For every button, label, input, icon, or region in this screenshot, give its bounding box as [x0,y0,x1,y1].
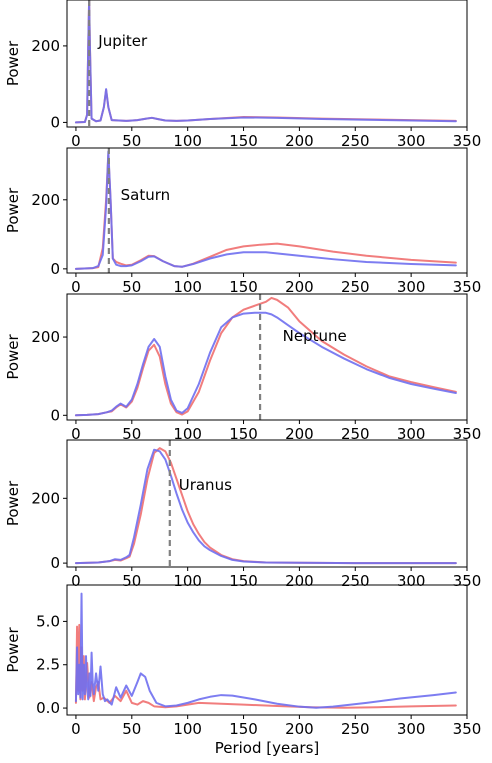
series-red-line [74,0,457,124]
x-tick-label: 200 [285,132,314,150]
series-blue-line [74,311,457,417]
panel-1: 0 50 100 150 200 250 300 350 0 200 Power Jupiter [4,0,481,150]
x-tick-label: 150 [229,278,258,296]
planet-annotation: Saturn [121,186,171,204]
series-blue-line [74,592,457,709]
y-axis-label: Power [4,187,22,233]
x-tick-label: 350 [453,278,482,296]
x-tick-label: 150 [229,425,258,443]
x-tick-label: 0 [71,425,81,443]
series-group [74,592,457,709]
x-tick-label: 200 [285,572,314,590]
planet-annotation: Neptune [283,327,347,345]
series-blue-line [74,0,457,124]
x-tick-label: 100 [173,572,202,590]
x-tick-label: 250 [341,278,370,296]
x-tick-label: 50 [122,720,141,738]
x-tick-label: 200 [285,425,314,443]
series-red-line [74,447,457,565]
axes-frame [66,439,468,568]
axes-frame [66,293,468,421]
x-tick-label: 100 [173,132,202,150]
panels: 0 50 100 150 200 250 300 350 0 200 Power Jupiter 0 50… [4,0,481,757]
series-blue-line [74,448,457,565]
y-tick-label: 200 [31,328,60,346]
y-axis-label: Power [4,40,22,86]
planet-annotation: Jupiter [97,32,148,50]
x-tick-label: 300 [397,425,426,443]
x-tick-label: 250 [341,132,370,150]
y-tick-label: 2.5 [36,656,60,674]
x-tick-label: 50 [122,572,141,590]
x-axis-label: Period [years] [215,739,320,757]
x-tick-label: 100 [173,278,202,296]
axes-frame [66,0,468,128]
x-tick-label: 0 [71,720,81,738]
x-tick-label: 200 [285,278,314,296]
x-tick-label: 150 [229,132,258,150]
y-tick-label: 0 [50,260,60,278]
x-tick-label: 350 [453,720,482,738]
x-tick-label: 250 [341,720,370,738]
panel-5: 0 50 100 150 200 250 300 350 0.0 2.5 5.0 Power Perio… [4,584,482,757]
x-tick-label: 250 [341,572,370,590]
panel-2: 0 50 100 150 200 250 300 350 0 200 Power Saturn [4,147,482,296]
y-axis-label: Power [4,480,22,526]
y-tick-label: 5.0 [36,612,60,630]
x-tick-label: 50 [122,425,141,443]
x-tick-label: 0 [71,572,81,590]
y-tick-label: 200 [31,37,60,55]
series-blue-line [74,150,457,270]
series-group [74,148,457,273]
panel-3: 0 50 100 150 200 250 300 350 0 200 Power Neptune [4,293,482,443]
y-tick-label: 200 [31,489,60,507]
series-group [74,294,457,420]
x-tick-label: 300 [397,278,426,296]
y-axis-label: Power [4,333,22,379]
axes-frame [66,584,468,716]
x-tick-label: 300 [397,572,426,590]
y-tick-label: 0 [50,113,60,131]
y-axis-label: Power [4,626,22,672]
x-tick-label: 350 [453,132,482,150]
series-group [74,0,457,127]
x-tick-label: 350 [453,425,482,443]
y-tick-label: 0.0 [36,699,60,717]
y-tick-label: 0 [50,554,60,572]
x-tick-label: 200 [285,720,314,738]
x-tick-label: 100 [173,425,202,443]
series-group [74,440,457,567]
planet-annotation: Uranus [179,476,232,494]
x-tick-label: 250 [341,425,370,443]
x-tick-label: 150 [229,720,258,738]
x-tick-label: 300 [397,720,426,738]
axes-frame [66,147,468,274]
x-tick-label: 100 [173,720,202,738]
x-tick-label: 50 [122,278,141,296]
x-tick-label: 0 [71,132,81,150]
x-tick-label: 300 [397,132,426,150]
x-tick-label: 0 [71,278,81,296]
x-tick-label: 50 [122,132,141,150]
x-tick-label: 150 [229,572,258,590]
y-tick-label: 0 [50,406,60,424]
y-tick-label: 200 [31,191,60,209]
